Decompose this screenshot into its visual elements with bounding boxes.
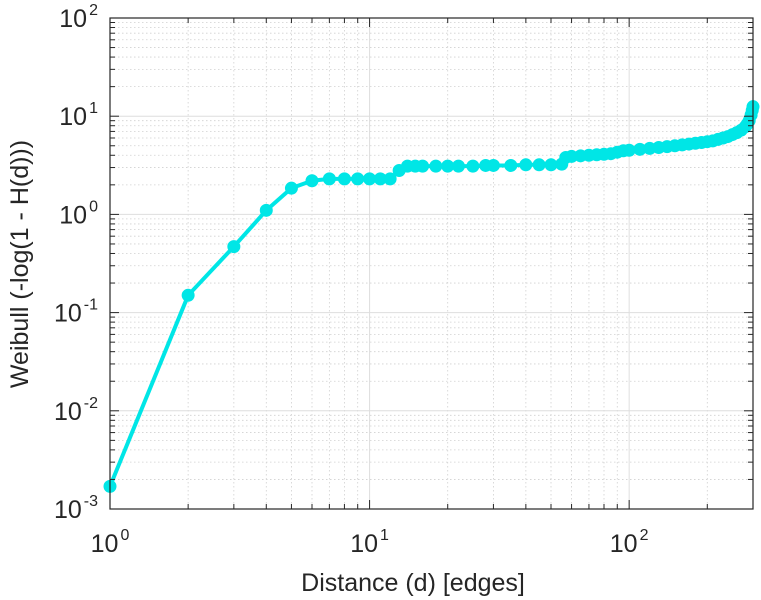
y-tick-label: 10 -3 [54, 493, 98, 524]
y-axis-label: Weibull (-log(1 - H(d))) [6, 140, 34, 388]
data-point [451, 159, 465, 173]
y-tick-label: 10 -1 [54, 297, 98, 328]
x-tick-base: 10 [91, 530, 119, 558]
x-axis-label: Distance (d) [edges] [301, 569, 525, 597]
data-point [181, 288, 195, 302]
plot-background [110, 18, 753, 509]
data-point [532, 158, 546, 172]
minor-grid [110, 18, 754, 509]
data-point [504, 158, 518, 172]
y-tick-exponent: 1 [89, 100, 98, 117]
data-point [416, 159, 430, 173]
y-tick-exponent: 0 [89, 198, 98, 215]
data-point [486, 158, 500, 172]
y-tick-exponent: -2 [84, 395, 98, 412]
x-tick-exponent: 2 [640, 527, 649, 544]
tick-marks [109, 17, 754, 510]
y-tick-label: 10 2 [59, 2, 98, 33]
x-tick-exponent: 1 [380, 527, 389, 544]
y-tick-base: 10 [54, 496, 82, 524]
data-point [284, 181, 298, 195]
y-tick-exponent: 2 [89, 2, 98, 19]
x-tick-base: 10 [610, 530, 638, 558]
y-tick-label: 10 0 [59, 198, 98, 229]
series-layer [103, 100, 760, 493]
x-tick-exponent: 0 [120, 527, 129, 544]
plot-frame [109, 17, 754, 510]
x-tick-label: 10 1 [350, 527, 389, 558]
data-point [259, 203, 273, 217]
data-point [441, 159, 455, 173]
x-tick-label: 10 2 [610, 527, 649, 558]
y-tick-base: 10 [59, 103, 87, 131]
y-tick-label: 10 -2 [54, 395, 98, 426]
data-point [383, 172, 397, 186]
y-tick-base: 10 [54, 300, 82, 328]
data-point [322, 172, 336, 186]
data-point [544, 158, 558, 172]
y-tick-exponent: -1 [84, 297, 98, 314]
y-tick-exponent: -3 [84, 493, 98, 510]
data-point [305, 174, 319, 188]
data-point [429, 159, 443, 173]
x-tick-labels: 10 0 10 1 10 2 [91, 527, 649, 558]
data-point [466, 159, 480, 173]
y-tick-base: 10 [54, 398, 82, 426]
data-point [337, 172, 351, 186]
data-point [351, 172, 365, 186]
data-point [363, 172, 377, 186]
y-tick-base: 10 [59, 5, 87, 33]
x-tick-base: 10 [350, 530, 378, 558]
data-point [227, 240, 241, 254]
y-tick-label: 10 1 [59, 100, 98, 131]
data-point [519, 158, 533, 172]
data-point [622, 143, 636, 157]
y-tick-base: 10 [59, 201, 87, 229]
x-tick-label: 10 0 [91, 527, 130, 558]
